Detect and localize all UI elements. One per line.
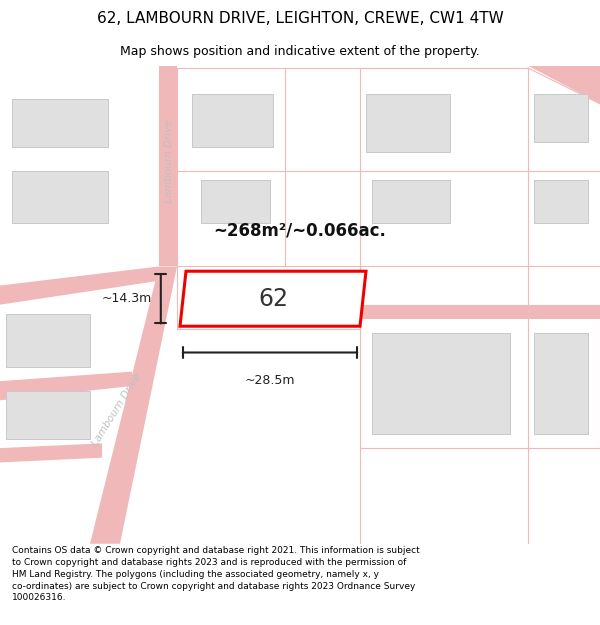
Polygon shape	[372, 181, 450, 223]
Polygon shape	[366, 94, 450, 152]
Polygon shape	[534, 181, 588, 223]
Text: ~28.5m: ~28.5m	[245, 374, 295, 387]
Polygon shape	[180, 271, 366, 326]
Text: 62: 62	[258, 287, 288, 311]
Polygon shape	[534, 94, 588, 142]
Polygon shape	[192, 94, 273, 147]
Polygon shape	[528, 66, 600, 104]
Text: Map shows position and indicative extent of the property.: Map shows position and indicative extent…	[120, 45, 480, 58]
Text: 62, LAMBOURN DRIVE, LEIGHTON, CREWE, CW1 4TW: 62, LAMBOURN DRIVE, LEIGHTON, CREWE, CW1…	[97, 11, 503, 26]
Polygon shape	[12, 99, 108, 147]
Polygon shape	[90, 266, 177, 544]
Text: Lambourn Drive: Lambourn Drive	[164, 119, 174, 203]
Polygon shape	[12, 171, 108, 223]
Polygon shape	[372, 333, 510, 434]
Polygon shape	[360, 304, 600, 319]
Polygon shape	[6, 391, 90, 439]
Polygon shape	[0, 443, 102, 462]
Polygon shape	[159, 66, 177, 266]
Text: Lambourn Drive: Lambourn Drive	[91, 372, 143, 448]
Polygon shape	[201, 181, 270, 223]
Text: ~268m²/~0.066ac.: ~268m²/~0.066ac.	[213, 222, 386, 239]
Polygon shape	[534, 333, 588, 434]
Polygon shape	[0, 266, 159, 304]
Text: ~14.3m: ~14.3m	[101, 292, 152, 305]
Text: Contains OS data © Crown copyright and database right 2021. This information is : Contains OS data © Crown copyright and d…	[12, 546, 420, 602]
Polygon shape	[6, 314, 90, 367]
Polygon shape	[0, 372, 132, 400]
